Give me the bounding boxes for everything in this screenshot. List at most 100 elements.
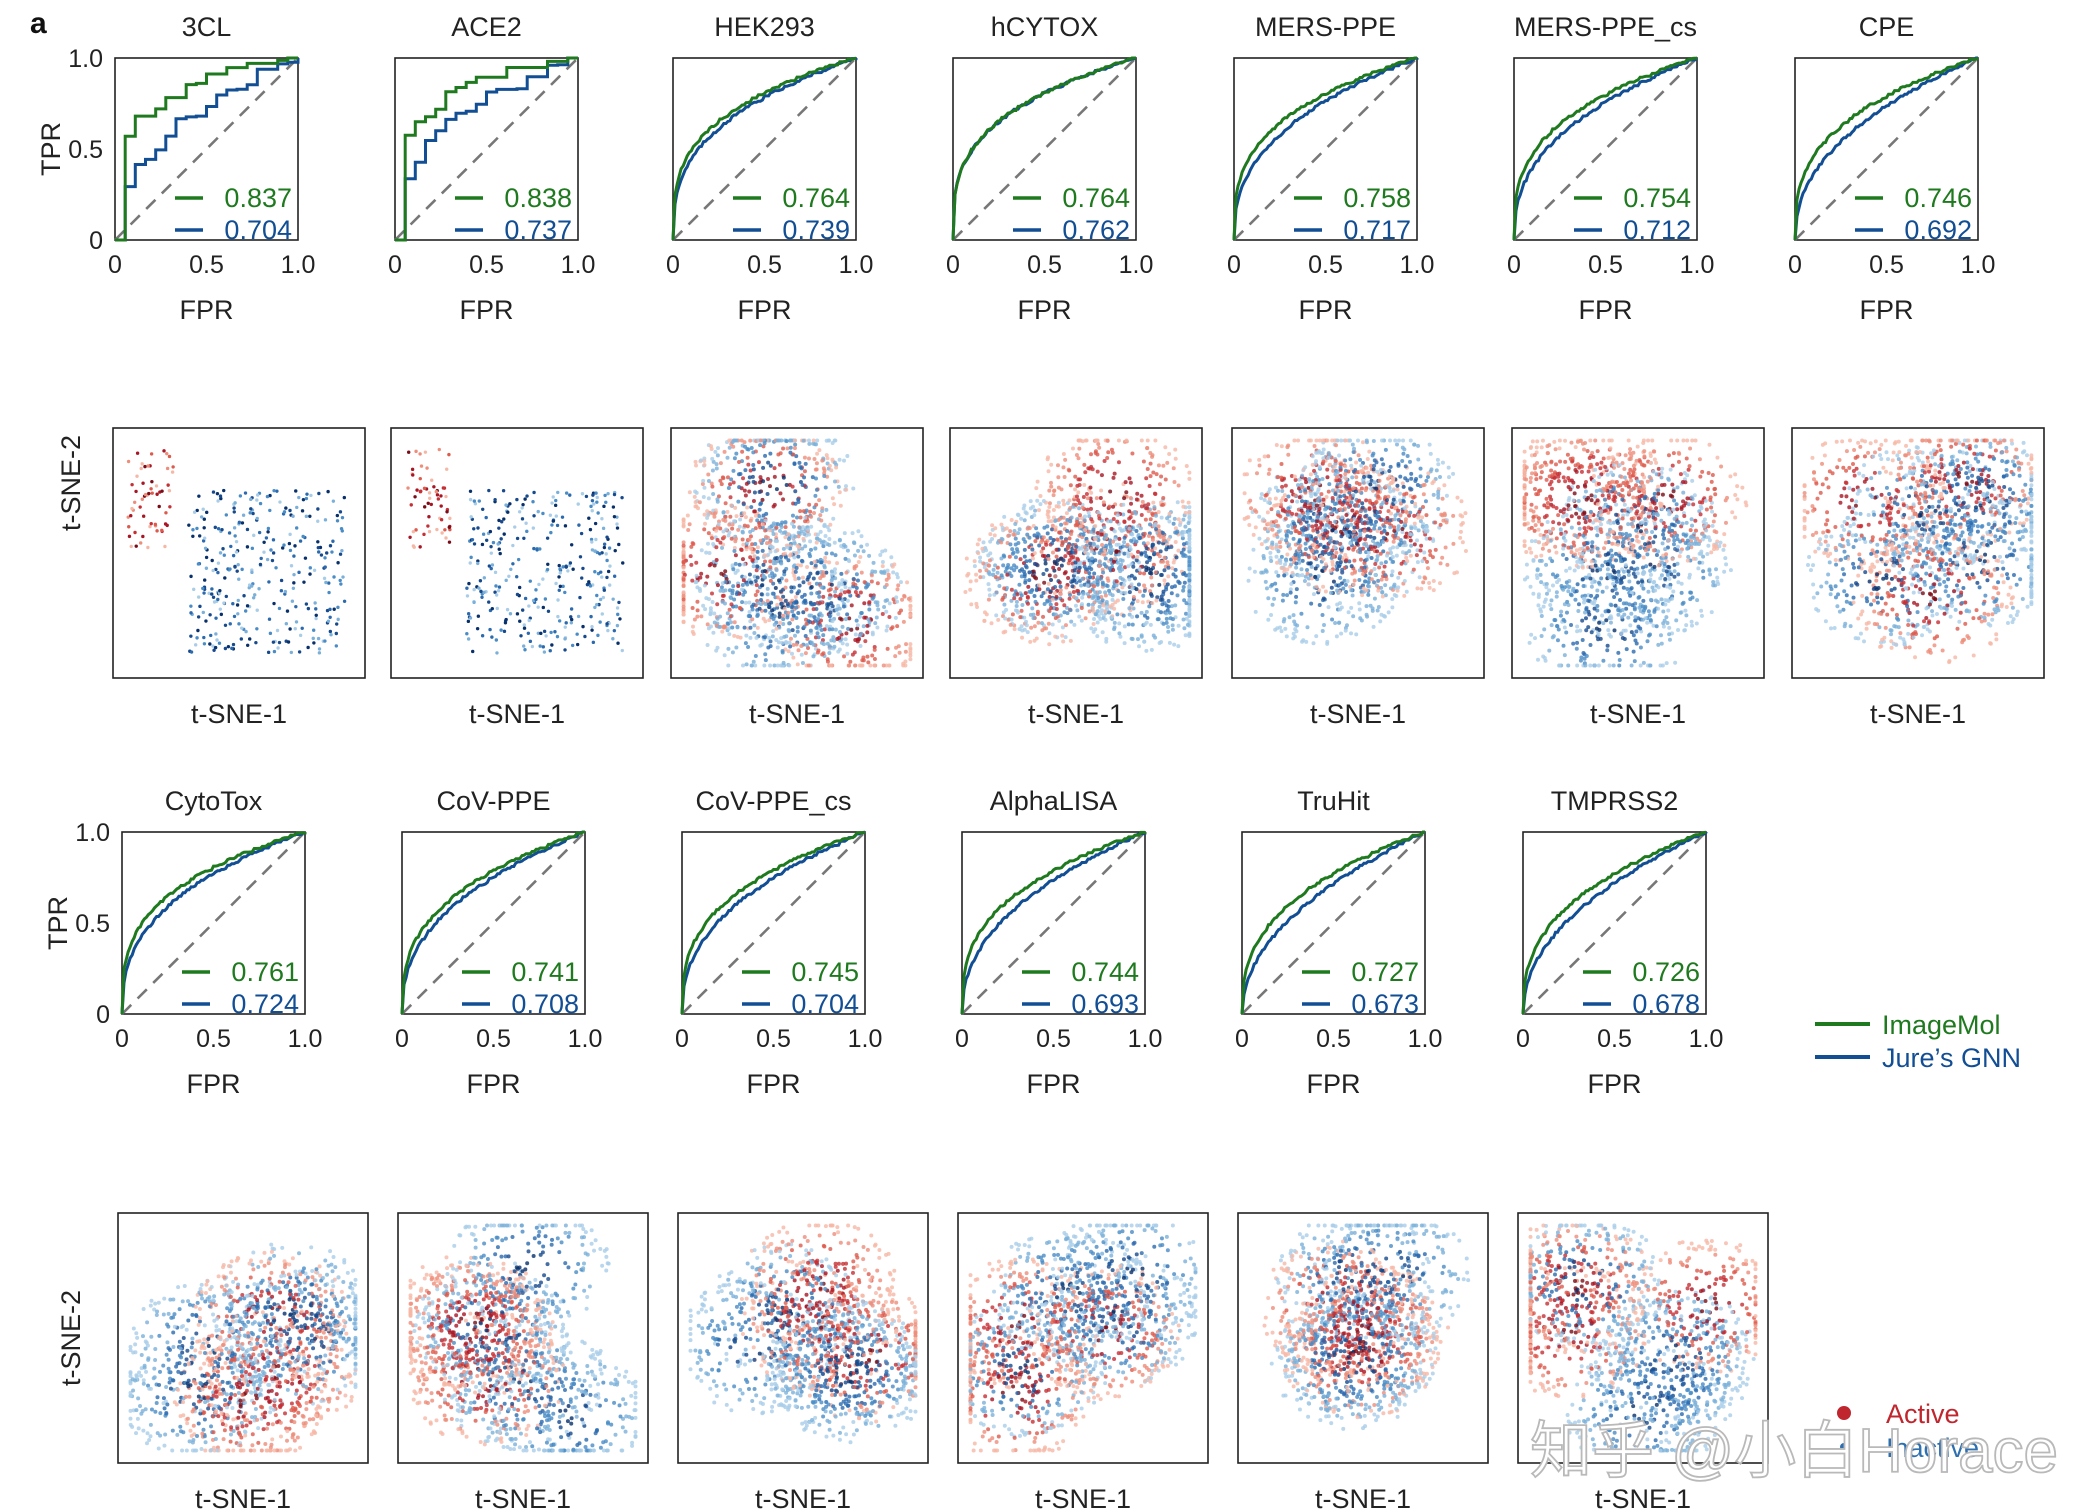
tsne-point — [522, 536, 526, 540]
tsne-point — [755, 564, 760, 569]
tsne-point — [1072, 622, 1077, 627]
tsne-point — [1172, 516, 1177, 521]
tsne-point — [827, 595, 832, 600]
tsne-point — [817, 448, 822, 453]
tsne-point — [1089, 464, 1094, 469]
tsne-point — [1055, 463, 1060, 468]
tsne-point — [854, 572, 859, 577]
tsne-point — [1160, 602, 1165, 607]
tsne-point — [1135, 599, 1140, 604]
tsne-point — [1077, 446, 1082, 451]
tsne-point — [150, 491, 154, 495]
tsne-point — [732, 620, 737, 625]
tsne-point — [602, 545, 607, 550]
tsne-point — [869, 579, 874, 584]
tsne-point — [855, 578, 860, 583]
tsne-point — [999, 573, 1004, 578]
tsne-point — [1078, 524, 1083, 529]
tsne-point — [1175, 593, 1180, 598]
tsne-point — [817, 594, 822, 599]
tsne-point — [725, 611, 730, 616]
tsne-point — [814, 540, 819, 545]
tsne-point — [308, 514, 312, 518]
tsne-point — [607, 583, 612, 587]
tsne-point — [1181, 542, 1186, 547]
chart-title: hCYTOX — [991, 12, 1099, 42]
tsne-point — [716, 519, 721, 524]
tsne-point — [816, 616, 821, 621]
tsne-point — [827, 537, 832, 542]
tsne-point — [332, 575, 336, 579]
tsne-point — [1080, 505, 1085, 510]
tsne-point — [701, 603, 706, 608]
tsne-point — [1261, 517, 1266, 522]
tsne-point — [1310, 549, 1315, 554]
tsne-point — [1269, 558, 1274, 563]
tsne-point — [1011, 550, 1016, 555]
tsne-point — [755, 625, 760, 630]
tsne-point — [1093, 438, 1098, 443]
tsne-point — [755, 589, 760, 594]
tsne-point — [409, 503, 413, 507]
tsne-point — [1285, 593, 1290, 598]
tsne-point — [329, 633, 333, 637]
roc-curve-gnn — [1232, 56, 1419, 241]
tsne-point — [1009, 573, 1014, 578]
tsne-point — [487, 564, 492, 568]
tsne-point — [908, 613, 913, 618]
tsne-point — [295, 505, 299, 510]
tsne-point — [1283, 562, 1288, 567]
tsne-point — [482, 590, 486, 595]
tsne-point — [294, 526, 299, 530]
tsne-point — [1305, 625, 1310, 630]
roc-plot-frame — [1233, 57, 1418, 241]
tsne-point — [1387, 521, 1392, 526]
tsne-point — [523, 497, 527, 501]
tsne-point — [1122, 519, 1127, 524]
tsne-point — [1292, 438, 1297, 443]
tsne-point — [594, 491, 598, 495]
tsne-point — [467, 581, 471, 586]
tsne-point — [754, 559, 759, 564]
tsne-point — [544, 634, 548, 638]
tsne-point — [801, 536, 806, 541]
tsne-point — [203, 546, 208, 550]
tsne-point — [484, 515, 488, 520]
tsne-point — [875, 603, 880, 608]
tsne-point — [1128, 495, 1133, 500]
tsne-point — [490, 606, 495, 611]
tsne-point — [548, 649, 552, 653]
tsne-point — [1176, 644, 1181, 649]
tsne-point — [240, 521, 245, 525]
tsne-point — [472, 600, 476, 605]
tsne-point — [745, 582, 750, 587]
tsne-point — [972, 559, 977, 564]
tsne-point — [806, 438, 811, 443]
tsne-point — [738, 517, 743, 522]
tsne-point — [1134, 497, 1139, 502]
tsne-point — [520, 608, 525, 612]
tsne-point — [247, 586, 251, 590]
tsne-point — [991, 567, 996, 572]
tsne-point — [1404, 555, 1409, 560]
tsne-point — [1429, 467, 1434, 472]
tsne-point — [1009, 518, 1014, 523]
tsne-point — [330, 550, 334, 554]
tsne-point — [798, 509, 803, 514]
tsne-point — [422, 486, 427, 491]
tsne-point — [236, 598, 240, 603]
tsne-point — [429, 502, 434, 507]
tsne-point — [1393, 505, 1398, 510]
tsne-point — [875, 625, 880, 630]
tsne-point — [837, 537, 842, 542]
tsne-point — [1187, 476, 1192, 481]
tsne-point — [836, 649, 841, 654]
tsne-point — [819, 560, 824, 565]
tsne-point — [1017, 582, 1022, 587]
tsne-point — [706, 478, 711, 483]
tsne-point — [758, 438, 763, 443]
tsne-point — [208, 642, 212, 646]
tsne-point — [774, 626, 779, 631]
tsne-point — [720, 593, 725, 598]
tsne-point — [1093, 524, 1098, 529]
